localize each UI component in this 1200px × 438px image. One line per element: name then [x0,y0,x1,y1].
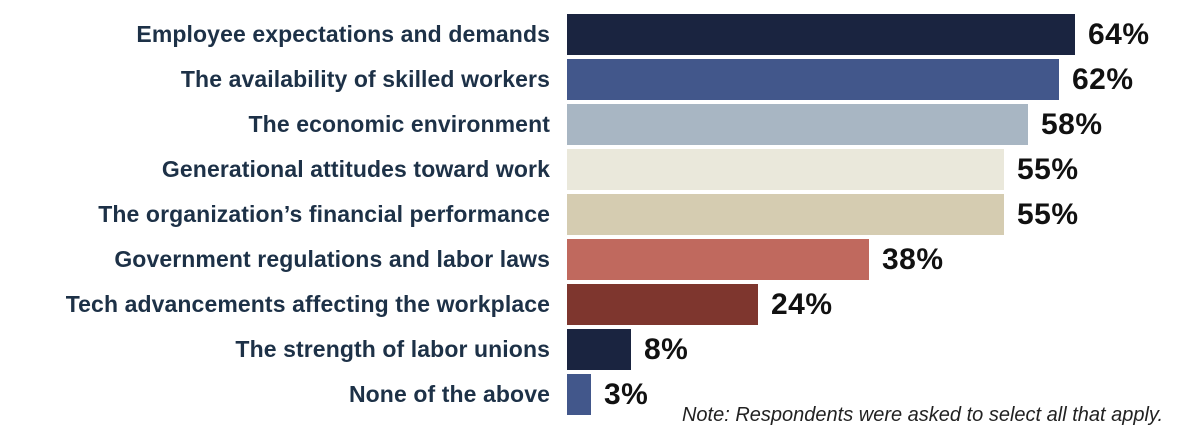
value-label: 24% [771,287,833,321]
category-label-cell: Government regulations and labor laws [0,248,567,271]
category-label-cell: None of the above [0,383,567,406]
value-label: 62% [1072,62,1134,96]
category-label-cell: Generational attitudes toward work [0,158,567,181]
chart-note: Note: Respondents were asked to select a… [681,404,1163,426]
bar [567,194,1004,235]
bar-row: The availability of skilled workers 62% [0,59,1200,100]
category-label: None of the above [348,381,550,407]
bar [567,374,591,415]
category-label-cell: The organization’s financial performance [0,203,567,226]
category-label: Generational attitudes toward work [161,156,550,182]
value-label: 3% [604,377,649,411]
bar [567,149,1004,190]
category-label: The organization’s financial performance [98,201,550,227]
bar-row: Tech advancements affecting the workplac… [0,284,1200,325]
bar [567,239,869,280]
value-label: 8% [644,332,689,366]
bar-row: None of the above 3% [0,374,1200,415]
category-label: Government regulations and labor laws [114,246,550,272]
bar-row: The strength of labor unions 8% [0,329,1200,370]
category-label: The availability of skilled workers [180,66,550,92]
bar [567,284,758,325]
category-label-cell: Employee expectations and demands [0,23,567,46]
category-label-cell: The economic environment [0,113,567,136]
value-label: 38% [882,242,944,276]
category-label: The economic environment [248,111,550,137]
category-label-cell: The strength of labor unions [0,338,567,361]
category-label: Tech advancements affecting the workplac… [65,291,550,317]
category-label-cell: Tech advancements affecting the workplac… [0,293,567,316]
bar-row: The organization’s financial performance… [0,194,1200,235]
bar-row: Government regulations and labor laws 38… [0,239,1200,280]
bar-row: Generational attitudes toward work 55% [0,149,1200,190]
bar [567,329,631,370]
bar-row: The economic environment 58% [0,104,1200,145]
category-label-cell: The availability of skilled workers [0,68,567,91]
bar [567,59,1059,100]
category-label: The strength of labor unions [235,336,550,362]
bar [567,14,1075,55]
value-label: 55% [1017,197,1079,231]
value-label: 55% [1017,152,1079,186]
value-label: 64% [1088,17,1150,51]
value-label: 58% [1041,107,1103,141]
bar-row: Employee expectations and demands 64% [0,14,1200,55]
bar [567,104,1028,145]
category-label: Employee expectations and demands [136,21,550,47]
